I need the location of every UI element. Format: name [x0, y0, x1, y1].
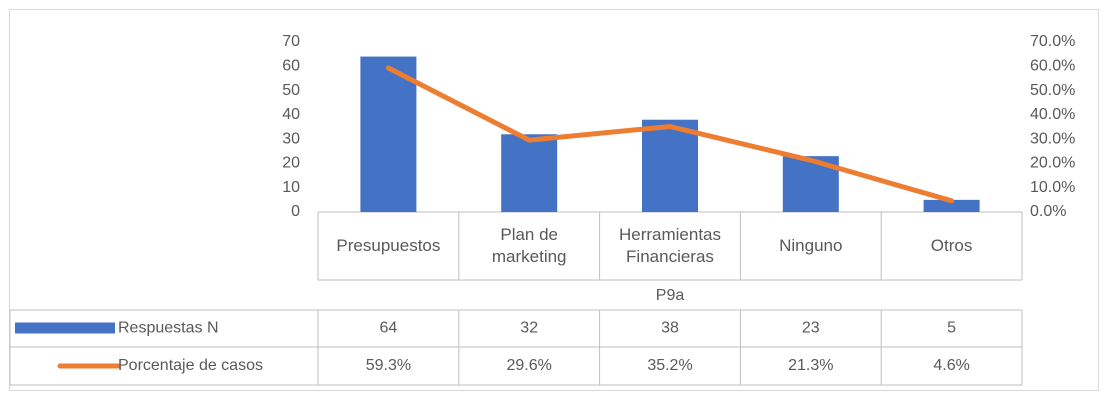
y-tick-label: 60 [282, 58, 300, 75]
y2-tick-label: 20.0% [1030, 155, 1075, 172]
y2-tick-label: 0.0% [1030, 203, 1066, 220]
y2-tick-label: 60.0% [1030, 58, 1075, 75]
data-label: 5 [947, 320, 956, 337]
legend-label: Respuestas N [118, 320, 219, 337]
y2-tick-label: 30.0% [1030, 130, 1075, 147]
y-tick-label: 20 [282, 155, 300, 172]
x-tick-label: Ninguno [779, 236, 843, 255]
y2-tick-label: 10.0% [1030, 179, 1075, 196]
y-tick-label: 50 [282, 82, 300, 99]
data-label: 59.3% [366, 357, 411, 374]
y-tick-label: 40 [282, 106, 300, 123]
legend-key [15, 322, 115, 334]
y2-tick-label: 50.0% [1030, 82, 1075, 99]
data-label: 4.6% [933, 357, 969, 374]
x-axis-label: P9a [656, 287, 685, 304]
y-tick-label: 0 [291, 203, 300, 220]
line [385, 65, 955, 204]
x-tick-label: Presupuestos [336, 236, 441, 255]
data-label: 38 [661, 320, 679, 337]
y2-tick-label: 70.0% [1030, 33, 1075, 50]
bar [360, 56, 417, 213]
x-tick-label: Plan de marketing [491, 225, 567, 266]
data-label: 29.6% [507, 357, 552, 374]
y-tick-label: 10 [282, 179, 300, 196]
x-tick-label: Herramientas Financieras [618, 225, 722, 266]
y2-tick-label: 40.0% [1030, 106, 1075, 123]
bar [923, 199, 980, 212]
data-label: 21.3% [788, 357, 833, 374]
y-tick-label: 70 [282, 33, 300, 50]
data-label: 23 [802, 320, 820, 337]
x-tick-label: Otros [930, 236, 973, 255]
data-label: 35.2% [647, 357, 692, 374]
legend-label: Porcentaje de casos [118, 357, 263, 374]
bar [501, 134, 558, 212]
bar [642, 119, 698, 212]
data-label: 32 [520, 320, 538, 337]
data-label: 64 [380, 320, 398, 337]
y-tick-label: 30 [282, 130, 300, 147]
